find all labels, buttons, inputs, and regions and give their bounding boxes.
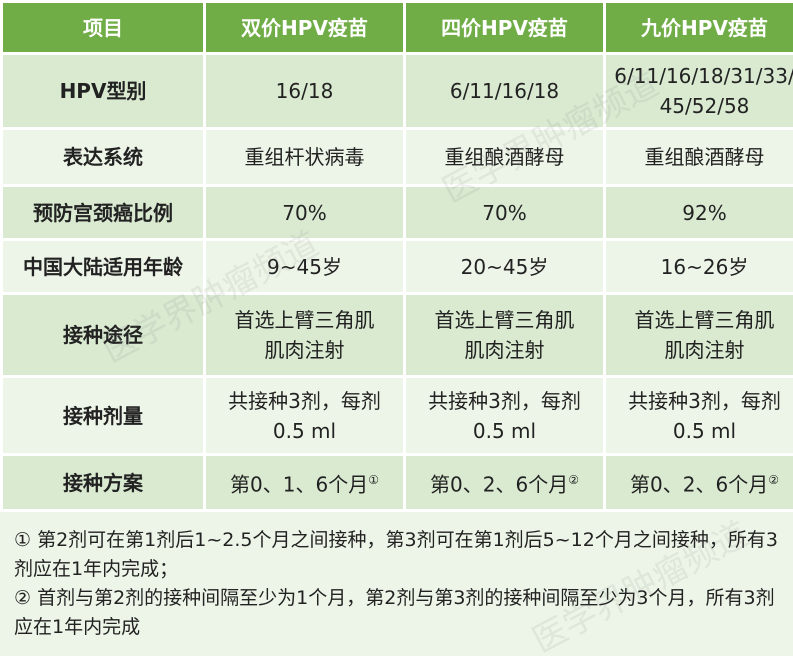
table-cell: 92% [603,184,793,241]
table-row: 接种方案 第0、1、6个月① 第0、2、6个月② 第0、2、6个月② [0,453,793,512]
cell-line: 肌肉注射 [464,338,545,362]
row-label: 接种途径 [0,292,206,378]
cell-line: 92% [682,200,727,225]
cell-line: 第0、2、6个月② [430,472,579,497]
cell-line: 0.5 ml [472,418,537,443]
header-cell: 项目 [0,0,206,55]
table-cell: 重组酿酒酵母 [603,127,793,187]
cell-line: 0.5 ml [272,418,337,443]
footnote: ② 首剂与第2剂的接种间隔至少为1个月，第2剂与第3剂的接种间隔至少为3个月，所… [14,587,775,638]
cell-line: 重组酿酒酵母 [644,145,765,169]
table-cell: 6/11/16/18 [403,52,606,130]
table-cell: 首选上臂三角肌 肌肉注射 [403,292,606,378]
footnotes: ① 第2剂可在第1剂后1~2.5个月之间接种，第3剂可在第1剂后5~12个月之间… [0,512,793,656]
cell-line: 肌肉注射 [264,338,345,362]
table-row: 接种途径 首选上臂三角肌 肌肉注射 首选上臂三角肌 肌肉注射 首选上臂三角肌 肌肉注射 [0,292,793,378]
table-row: 中国大陆适用年龄 9~45岁 20~45岁 16~26岁 [0,238,793,295]
cell-line: 首选上臂三角肌 [234,308,375,332]
row-label: HPV型别 [0,52,206,130]
table-cell: 第0、2、6个月② [403,453,606,512]
table-cell: 9~45岁 [203,238,406,295]
table-cell: 6/11/16/18/31/33/45/52/58 [603,52,793,130]
cell-line: 6/11/16/18/31/33/ [614,64,793,88]
cell-line: 共接种3剂，每剂 [228,388,381,413]
header-cell: 九价HPV疫苗 [603,0,793,55]
table-cell: 70% [203,184,406,241]
row-label: 预防宫颈癌比例 [0,184,206,241]
cell-line: 16/18 [275,79,334,103]
cell-line: 重组杆状病毒 [244,145,365,169]
footnote: ① 第2剂可在第1剂后1~2.5个月之间接种，第3剂可在第1剂后5~12个月之间… [14,529,778,580]
table-row: 表达系统 重组杆状病毒 重组酿酒酵母 重组酿酒酵母 [0,127,793,187]
cell-line: 20~45岁 [460,254,549,279]
row-label: 接种剂量 [0,375,206,456]
cell-line: 肌肉注射 [664,338,745,362]
cell-line: 首选上臂三角肌 [634,308,775,332]
table-cell: 共接种3剂，每剂 0.5 ml [603,375,793,456]
table-cell: 第0、2、6个月② [603,453,793,512]
table-cell: 首选上臂三角肌 肌肉注射 [203,292,406,378]
row-label: 表达系统 [0,127,206,187]
table-cell: 首选上臂三角肌 肌肉注射 [603,292,793,378]
cell-line: 第0、2、6个月② [630,472,779,497]
cell-line: 共接种3剂，每剂 [428,388,581,413]
table-cell: 16/18 [203,52,406,130]
table-cell: 70% [403,184,606,241]
header-cell: 四价HPV疫苗 [403,0,606,55]
table-cell: 20~45岁 [403,238,606,295]
cell-line: 45/52/58 [659,94,750,118]
table-cell: 共接种3剂，每剂 0.5 ml [203,375,406,456]
table-cell: 第0、1、6个月① [203,453,406,512]
vaccine-table: 项目 双价HPV疫苗 四价HPV疫苗 九价HPV疫苗 HPV型别 16/18 6/11/16… [0,0,793,512]
header-row: 项目 双价HPV疫苗 四价HPV疫苗 九价HPV疫苗 [0,0,793,55]
note-mark: ② [768,473,779,488]
cell-line: 16~26岁 [660,254,749,279]
table-row: 预防宫颈癌比例 70% 70% 92% [0,184,793,241]
header-cell: 双价HPV疫苗 [203,0,406,55]
table-cell: 16~26岁 [603,238,793,295]
table-cell: 重组酿酒酵母 [403,127,606,187]
cell-line: 第0、1、6个月① [230,472,379,497]
note-mark: ② [568,473,579,488]
table-cell: 重组杆状病毒 [203,127,406,187]
cell-line: 70% [482,200,527,225]
cell-line: 共接种3剂，每剂 [628,388,781,413]
cell-line: 首选上臂三角肌 [434,308,575,332]
cell-line: 重组酿酒酵母 [444,145,565,169]
cell-line: 70% [282,200,327,225]
table-row: 接种剂量 共接种3剂，每剂 0.5 ml 共接种3剂，每剂 0.5 ml 共接种3剂，每剂… [0,375,793,456]
cell-line: 9~45岁 [267,254,342,279]
cell-line: 6/11/16/18 [449,79,560,103]
table-cell: 共接种3剂，每剂 0.5 ml [403,375,606,456]
table-row: HPV型别 16/18 6/11/16/18 6/11/16/18/31/33/45/… [0,52,793,130]
row-label: 接种方案 [0,453,206,512]
row-label: 中国大陆适用年龄 [0,238,206,295]
note-mark: ① [368,473,379,488]
cell-line: 0.5 ml [672,418,737,443]
